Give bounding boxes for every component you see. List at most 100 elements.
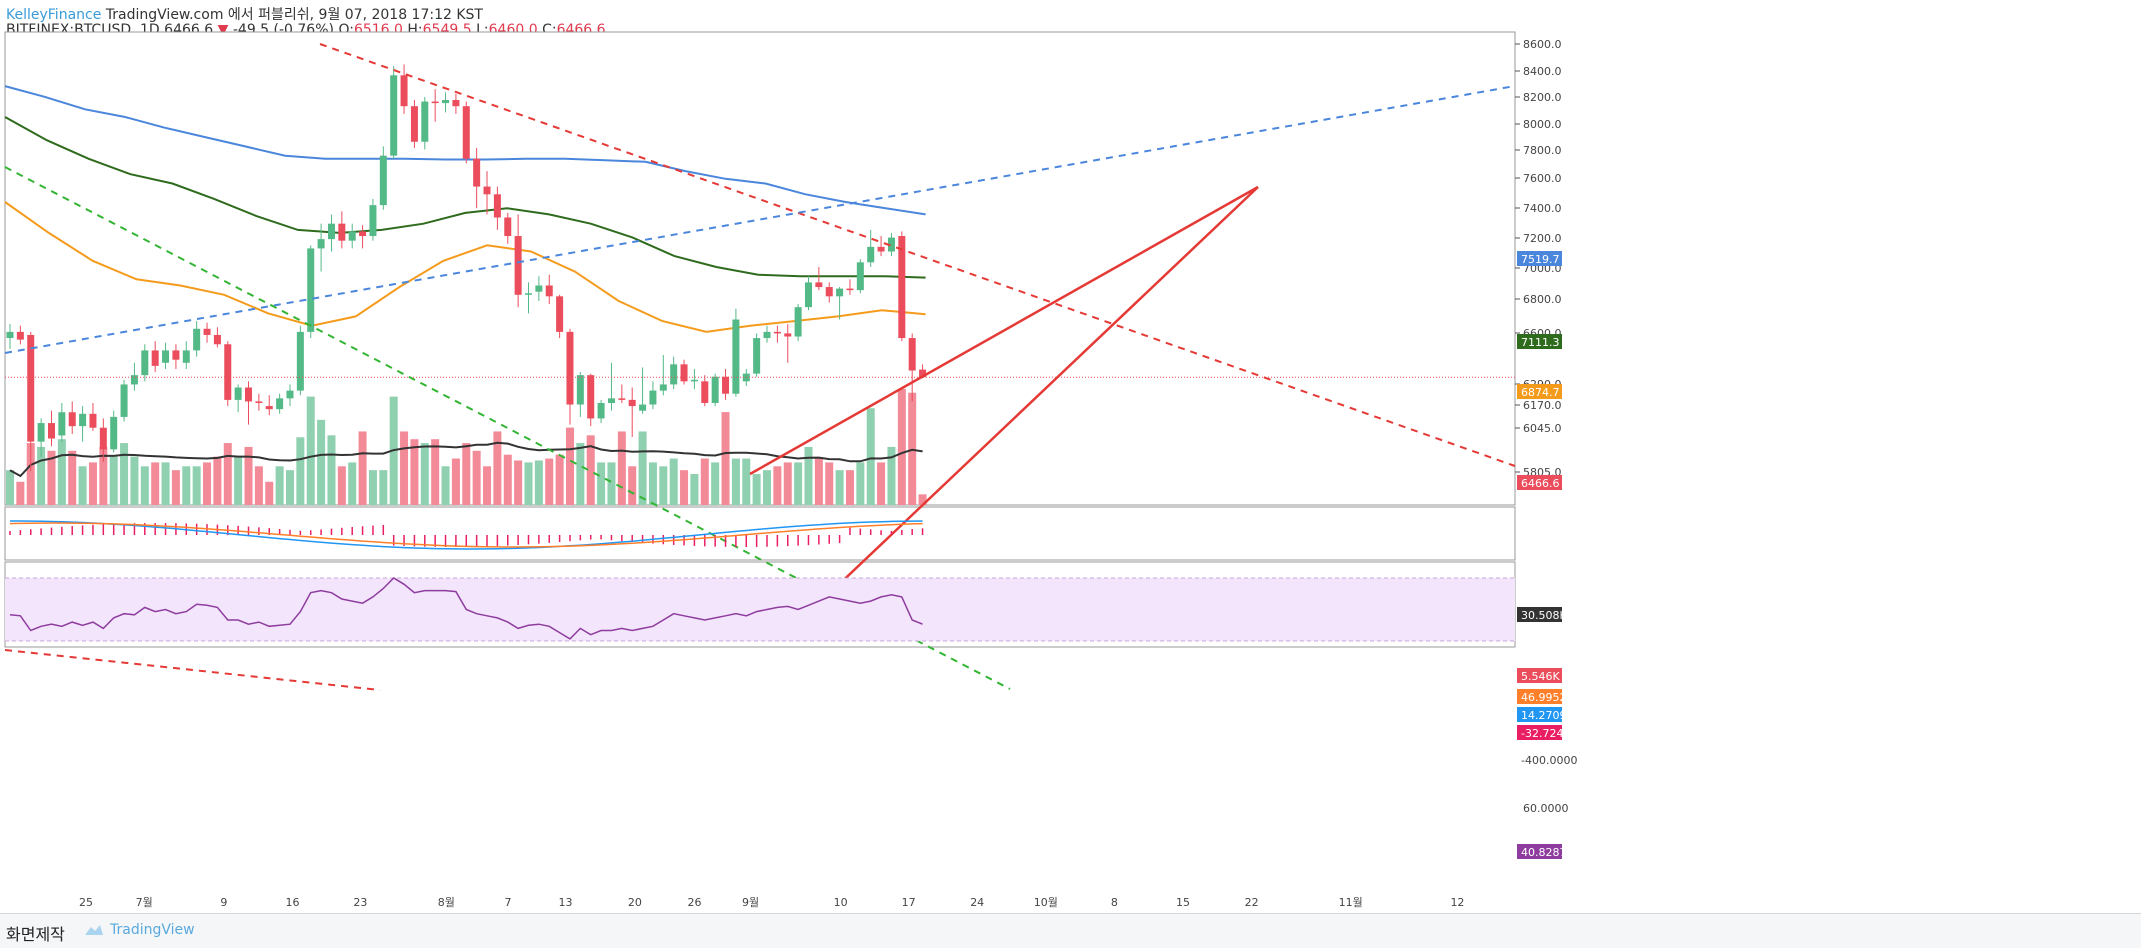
volume-bar <box>586 435 595 505</box>
candle-body <box>639 404 647 411</box>
volume-bar <box>462 443 471 505</box>
time-tick-label: 7월 <box>136 896 153 909</box>
volume-bar <box>545 458 554 505</box>
time-axis: 25 7월 9 16 23 8월 7 13 20 26 9월 10 17 24 10월 8 15 22 11월 12 <box>79 896 1464 909</box>
candle-body <box>618 398 626 400</box>
candle-body <box>265 406 273 410</box>
candle-body <box>141 350 149 376</box>
candle-body <box>327 223 335 240</box>
volume-bar <box>6 470 14 505</box>
candle-body <box>16 331 24 340</box>
volume-bars <box>6 388 927 505</box>
time-tick-label: 17 <box>902 896 916 909</box>
signal-line <box>9 522 923 548</box>
publish-info: KelleyFinance TradingView.com 에서 퍼블리쉬, 9… <box>6 4 483 24</box>
volume-bar <box>763 470 772 505</box>
volume-bar <box>16 481 25 505</box>
volume-bar <box>483 466 492 505</box>
candle-body <box>514 236 522 295</box>
candle-body <box>877 246 885 252</box>
publish-date: TradingView.com 에서 퍼블리쉬, 9월 07, 2018 17:… <box>105 7 483 23</box>
volume-bar <box>576 443 585 505</box>
time-tick-label: 20 <box>628 896 642 909</box>
candle-body <box>286 390 294 399</box>
time-tick-label: 25 <box>79 896 93 909</box>
price-axis: 8600.0 8400.0 8200.0 8000.0 7800.0 7600.0 7400… <box>1515 38 1577 859</box>
volume-bar <box>856 462 865 505</box>
candle-body <box>597 402 605 419</box>
candle-body <box>898 236 906 339</box>
ascending-trend-line <box>4 85 1516 354</box>
footer-bar: 화면제작 TradingView <box>0 913 2141 948</box>
candle-body <box>296 331 304 391</box>
candle-body <box>846 288 854 291</box>
candle-body <box>483 186 491 195</box>
volume-bar <box>358 431 367 505</box>
volume-bar <box>773 466 782 505</box>
candle-body <box>773 331 781 334</box>
volume-bar <box>213 456 222 505</box>
volume-bar <box>721 412 730 505</box>
volume-bar <box>669 458 678 505</box>
candle-body <box>804 282 812 308</box>
candle-body <box>151 350 159 366</box>
time-tick-label: 12 <box>1450 896 1464 909</box>
time-tick-label: 26 <box>687 896 701 909</box>
volume-bar <box>420 443 429 505</box>
volume-bar <box>451 458 460 505</box>
volume-bar <box>711 462 720 505</box>
price-tick-label: 7200.0 <box>1523 232 1562 245</box>
candle-body <box>566 331 574 405</box>
volume-bar <box>317 419 326 505</box>
candle-body <box>535 285 543 292</box>
tradingview-logo-icon <box>85 925 103 935</box>
volume-bar <box>493 431 502 505</box>
volume-bar <box>680 470 689 505</box>
candle-body <box>825 287 833 297</box>
rsi-band <box>5 578 1515 641</box>
volume-bar <box>254 466 263 505</box>
volume-bar <box>565 427 574 505</box>
ma-orange-line <box>4 201 926 333</box>
volume-bar <box>617 431 626 505</box>
candle-body <box>722 376 730 394</box>
candle-body <box>919 369 927 378</box>
candle-body <box>576 375 584 405</box>
volume-bar <box>638 431 647 505</box>
volume-bar <box>68 450 77 505</box>
volume-bar <box>130 456 139 505</box>
volume-bar <box>78 466 87 505</box>
volume-bar <box>804 446 813 505</box>
candle-body <box>867 246 875 263</box>
tradingview-link[interactable]: TradingView <box>110 922 195 938</box>
candle-body <box>317 239 325 249</box>
candle-body <box>213 334 221 345</box>
publisher-name[interactable]: KelleyFinance <box>6 7 102 23</box>
price-tick-label: 7800.0 <box>1523 144 1562 157</box>
volume-bar <box>845 470 854 505</box>
macd-signal-tag: 46.9952 <box>1521 691 1567 704</box>
candle-body <box>276 398 284 410</box>
volume-bar <box>700 458 709 505</box>
candle-body <box>473 158 481 187</box>
volume-ma-tag: 30.508K <box>1521 609 1567 622</box>
volume-bar <box>877 462 886 505</box>
price-tick-label: 6800.0 <box>1523 293 1562 306</box>
volume-bar <box>752 474 761 505</box>
volume-bar <box>275 466 284 505</box>
btc-chart[interactable]: 8600.0 8400.0 8200.0 8000.0 7800.0 7600.0 7400… <box>0 0 2141 913</box>
candle-body <box>452 100 460 107</box>
macd-value-tag: 14.2709 <box>1521 709 1567 722</box>
volume-bar <box>597 462 606 505</box>
volume-bar <box>472 450 481 505</box>
macd-hist-tag: -32.7242 <box>1521 727 1570 740</box>
candle-body <box>58 412 66 436</box>
time-tick-label: 23 <box>353 896 367 909</box>
rsi-line <box>9 577 923 640</box>
candle-body <box>130 375 138 385</box>
time-tick-label: 9월 <box>742 896 759 909</box>
time-tick-label: 13 <box>559 896 573 909</box>
candle-body <box>203 328 211 335</box>
price-tick-label: 7600.0 <box>1523 172 1562 185</box>
volume-tag: 5.546K <box>1521 670 1560 683</box>
